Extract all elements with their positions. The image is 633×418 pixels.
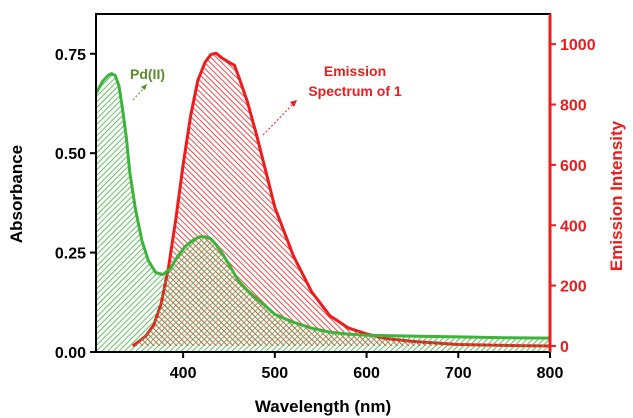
left-y-tick-label: 0.50 — [55, 146, 86, 163]
x-axis-title: Wavelength (nm) — [255, 397, 391, 416]
right-y-tick-label: 1000 — [560, 37, 596, 54]
x-tick-label: 700 — [445, 365, 472, 382]
left-y-axis-title: Absorbance — [7, 145, 26, 243]
series-layer — [96, 51, 550, 352]
left-y-tick-label: 0.25 — [55, 246, 86, 263]
right-y-tick-label: 600 — [560, 158, 587, 175]
annotation-emission-arrow — [262, 102, 295, 136]
annotation-emission-arrowhead — [290, 100, 297, 107]
series-area-emission — [132, 53, 550, 346]
annotation-pdii: Pd(II) — [130, 66, 165, 82]
left-y-tick-label: 0.75 — [55, 47, 86, 64]
right-y-tick-label: 0 — [560, 339, 569, 356]
right-y-tick-label: 200 — [560, 279, 587, 296]
x-axis: 400 500 600 700 800 — [170, 352, 564, 382]
series-line-pdii — [96, 72, 550, 340]
annotation-emission-line2: Spectrum of 1 — [308, 83, 402, 99]
annotation-pdii-arrow — [132, 86, 146, 101]
x-tick-label: 600 — [353, 365, 380, 382]
right-y-tick-label: 400 — [560, 218, 587, 235]
annotation-emission-line1: Emission — [324, 63, 386, 79]
series-area-pdii — [96, 73, 550, 352]
left-y-axis: 0.00 0.25 0.50 0.75 — [55, 47, 96, 362]
left-y-tick-label: 0.00 — [55, 345, 86, 362]
x-tick-label: 800 — [537, 365, 564, 382]
right-y-axis-title: Emission Intensity — [607, 120, 626, 271]
x-tick-label: 500 — [261, 365, 288, 382]
right-y-tick-label: 800 — [560, 98, 587, 115]
right-y-axis: 0 200 400 600 800 1000 — [550, 37, 596, 356]
x-tick-label: 400 — [170, 365, 197, 382]
annotation-pdii-arrowhead — [141, 84, 147, 90]
